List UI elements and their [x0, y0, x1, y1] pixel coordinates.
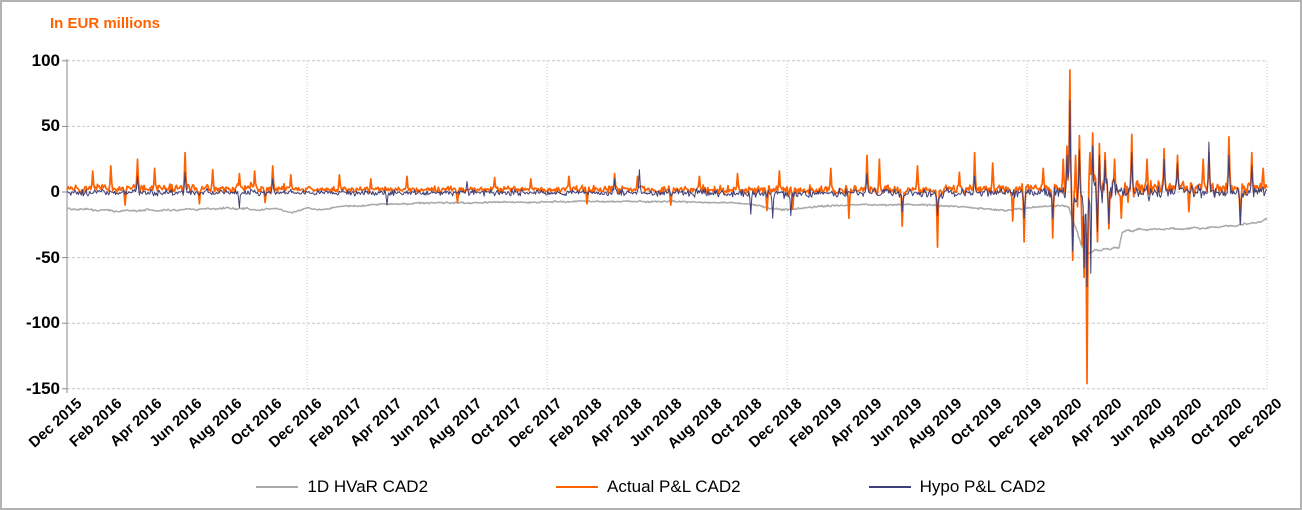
y-tick-label: -150 — [25, 379, 60, 398]
legend-label-hvar: 1D HVaR CAD2 — [307, 477, 429, 496]
y-tick-label: 0 — [50, 182, 60, 201]
chart-title: In EUR millions — [50, 15, 161, 32]
legend-item-actual: Actual P&L CAD2 — [556, 477, 741, 497]
hypo-pl-series-line — [66, 99, 1268, 287]
hvar-line-swatch — [256, 486, 299, 488]
y-tick-label: -100 — [25, 313, 60, 332]
legend-label-hypo: Hypo P&L CAD2 — [919, 477, 1046, 496]
actual-line-swatch — [556, 486, 599, 488]
y-tick-label: -50 — [35, 248, 60, 267]
legend-item-hvar: 1D HVaR CAD2 — [256, 477, 428, 497]
legend-label-actual: Actual P&L CAD2 — [607, 477, 741, 496]
hvar-series-line — [66, 199, 1268, 255]
chart-legend: 1D HVaR CAD2 Actual P&L CAD2 Hypo P&L CA… — [2, 474, 1300, 500]
legend-item-hypo: Hypo P&L CAD2 — [868, 477, 1046, 497]
y-tick-label: 100 — [31, 51, 60, 70]
actual-pl-series-line — [66, 69, 1268, 385]
y-tick-label: 50 — [41, 116, 60, 135]
hypo-line-swatch — [868, 486, 911, 488]
